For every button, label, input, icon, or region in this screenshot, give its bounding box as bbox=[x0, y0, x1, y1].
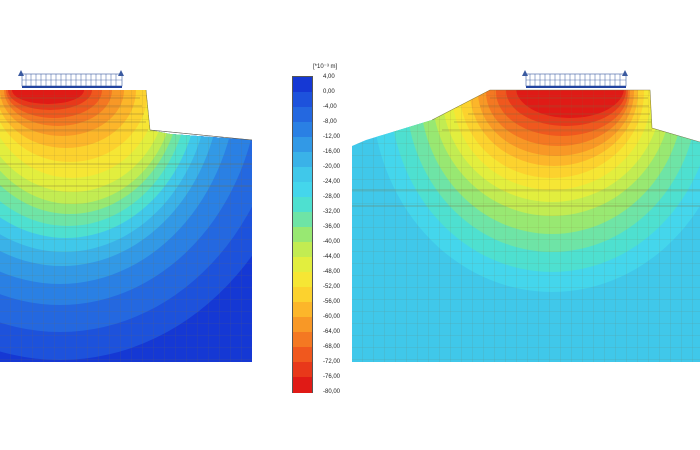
legend-color-segment bbox=[293, 137, 312, 153]
legend-color-bar bbox=[292, 76, 313, 393]
legend-tick-label: -48,00 bbox=[323, 269, 341, 275]
legend-tick-label: -68,00 bbox=[323, 344, 341, 350]
legend-color-segment bbox=[293, 272, 312, 288]
legend-tick-label: -32,00 bbox=[323, 209, 341, 215]
legend-color-segment bbox=[293, 242, 312, 258]
legend-color-segment bbox=[293, 77, 312, 93]
legend-tick-label: -56,00 bbox=[323, 299, 341, 305]
legend-tick-label: -44,00 bbox=[323, 254, 341, 260]
surface-load-icon bbox=[18, 70, 124, 88]
legend-color-segment bbox=[293, 152, 312, 168]
legend-tick-label: -12,00 bbox=[323, 134, 341, 140]
legend-color-segment bbox=[293, 377, 312, 393]
legend-unit-label: [*10⁻³ m] bbox=[313, 64, 338, 70]
right-deformation-plot bbox=[352, 0, 700, 450]
legend-color-segment bbox=[293, 257, 312, 273]
legend-color-segment bbox=[293, 167, 312, 183]
legend-color-segment bbox=[293, 227, 312, 243]
legend-tick-label: -60,00 bbox=[323, 314, 341, 320]
legend-tick-label: -80,00 bbox=[323, 389, 341, 395]
surface-load-icon bbox=[522, 70, 628, 88]
legend-tick-label: -52,00 bbox=[323, 284, 341, 290]
legend-tick-label: -24,00 bbox=[323, 179, 341, 185]
legend-color-segment bbox=[293, 92, 312, 108]
legend-tick-label: -76,00 bbox=[323, 374, 341, 380]
legend-tick-label: 4,00 bbox=[323, 74, 335, 80]
legend-color-segment bbox=[293, 107, 312, 123]
legend-color-segment bbox=[293, 302, 312, 318]
legend-tick-label: -64,00 bbox=[323, 329, 341, 335]
legend-tick-label: 0,00 bbox=[323, 89, 335, 95]
left-deformation-plot bbox=[0, 0, 252, 450]
legend-color-segment bbox=[293, 122, 312, 138]
legend-color-segment bbox=[293, 332, 312, 348]
legend-color-segment bbox=[293, 197, 312, 213]
legend-color-segment bbox=[293, 347, 312, 363]
legend-color-segment bbox=[293, 362, 312, 378]
legend-tick-label: -36,00 bbox=[323, 224, 341, 230]
legend-tick-label: -8,00 bbox=[323, 119, 337, 125]
legend-color-segment bbox=[293, 212, 312, 228]
legend-tick-label: -20,00 bbox=[323, 164, 341, 170]
legend-tick-label: -28,00 bbox=[323, 194, 341, 200]
legend-color-segment bbox=[293, 287, 312, 303]
legend-tick-label: -72,00 bbox=[323, 359, 341, 365]
legend-color-segment bbox=[293, 182, 312, 198]
legend-color-segment bbox=[293, 317, 312, 333]
legend-tick-label: -4,00 bbox=[323, 104, 337, 110]
legend-tick-label: -16,00 bbox=[323, 149, 341, 155]
legend-tick-label: -40,00 bbox=[323, 239, 341, 245]
